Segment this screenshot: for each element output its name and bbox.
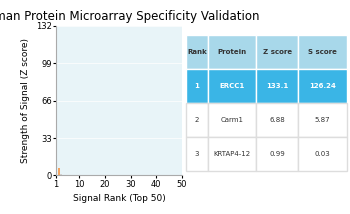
Bar	[55, 24, 57, 175]
Title: Human Protein Microarray Specificity Validation: Human Protein Microarray Specificity Val…	[0, 10, 260, 23]
Bar	[57, 168, 60, 175]
Bar	[60, 174, 62, 175]
Y-axis label: Strength of Signal (Z score): Strength of Signal (Z score)	[21, 38, 30, 163]
X-axis label: Signal Rank (Top 50): Signal Rank (Top 50)	[73, 194, 165, 203]
